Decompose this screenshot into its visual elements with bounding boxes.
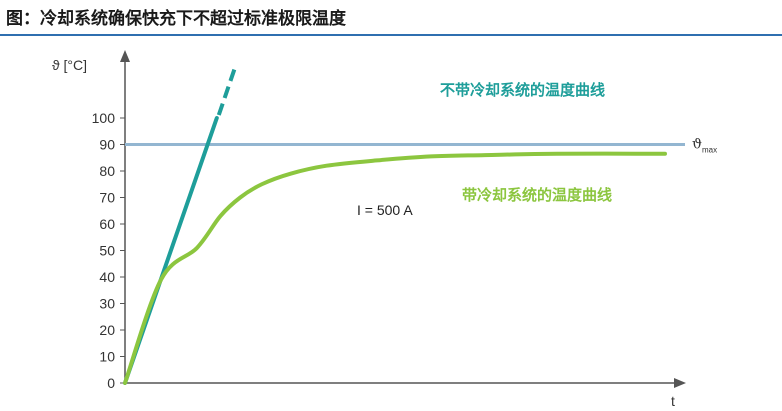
y-axis-arrow — [120, 50, 130, 62]
with-cooling-series-label: 带冷却系统的温度曲线 — [462, 186, 612, 204]
y-tick-label: 10 — [99, 349, 115, 365]
y-tick-label: 100 — [92, 110, 116, 126]
y-tick-label: 40 — [99, 269, 115, 285]
x-axis-label: t — [671, 393, 675, 409]
limit-label-subscript: max — [702, 146, 717, 155]
y-tick-label: 80 — [99, 163, 115, 179]
y-tick-label: 60 — [99, 216, 115, 232]
no-cooling-dashed-extension — [216, 64, 238, 116]
y-tick-label: 70 — [99, 190, 115, 206]
chart-axes — [120, 50, 686, 388]
page-title: 图：冷却系统确保快充下不超过标准极限温度 — [6, 9, 346, 29]
no-cooling-series-label: 不带冷却系统的温度曲线 — [440, 81, 605, 99]
series-lines — [123, 64, 667, 385]
y-tick-label: 90 — [99, 137, 115, 153]
title-divider — [0, 34, 782, 36]
reference-lines: ϑ max — [125, 137, 717, 155]
x-axis-arrow — [674, 378, 686, 388]
y-tick-label: 0 — [107, 375, 115, 391]
y-tick-label: 30 — [99, 296, 115, 312]
limit-label: ϑ — [692, 137, 702, 153]
y-tick-labels: 0 10 20 30 40 50 60 70 80 90 100 — [92, 110, 125, 391]
with-cooling-curve — [123, 151, 667, 385]
y-axis-label: ϑ [°C] — [52, 57, 87, 73]
current-annotation: I = 500 A — [357, 202, 413, 218]
y-tick-label: 20 — [99, 322, 115, 338]
y-tick-label: 50 — [99, 243, 115, 259]
